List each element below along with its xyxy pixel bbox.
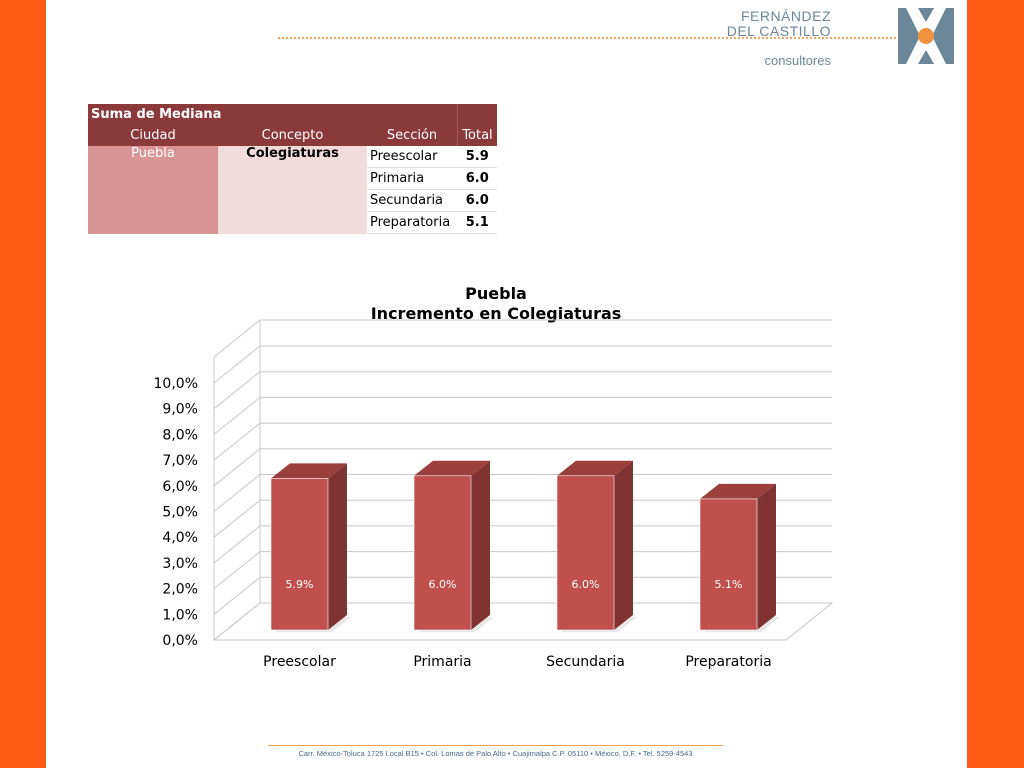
side-gridline — [213, 319, 261, 358]
side-gridline — [213, 422, 261, 461]
bar-side — [614, 460, 633, 630]
bar-data-label: 6.0% — [429, 578, 457, 591]
y-tick-label: 8,0% — [162, 427, 198, 443]
pivot-header-section: Sección — [386, 128, 438, 143]
chart-title-line1: Puebla — [465, 284, 527, 303]
table-row: Secundaria 6.0 — [88, 189, 497, 212]
side-gridline — [213, 345, 261, 384]
side-gridline — [213, 576, 261, 615]
footer-address: Carr. México-Toluca 1725 Local B15 • Col… — [298, 749, 693, 758]
pivot-header-label: Suma de Mediana — [91, 107, 222, 122]
x-tick-label: Secundaria — [546, 654, 625, 670]
bar-data-label: 5.1% — [715, 578, 743, 591]
bar — [270, 478, 329, 631]
bar-side — [328, 463, 347, 630]
bar-side — [471, 460, 490, 630]
bar — [413, 475, 472, 631]
y-tick-label: 4,0% — [162, 530, 198, 546]
footer-rule — [268, 745, 723, 746]
y-tick-label: 0,0% — [162, 633, 198, 649]
chart-floor — [212, 602, 834, 641]
side-gridline — [213, 397, 261, 435]
chart-title: Puebla Incremento en Colegiaturas — [296, 284, 696, 324]
bar — [556, 475, 615, 631]
side-gridline — [213, 525, 261, 564]
bar-top — [700, 483, 776, 499]
table-row: Primaria 6.0 — [88, 167, 497, 190]
y-tick-label: 6,0% — [162, 479, 198, 495]
logo-name-line1: FERNÁNDEZ — [740, 8, 831, 24]
pivot-cell-total: 5.1 — [457, 211, 497, 234]
x-tick-label: Preescolar — [263, 654, 336, 670]
side-gridline — [213, 448, 261, 487]
bar-top — [414, 460, 490, 476]
slide: FERNÁNDEZ DEL CASTILLO consultores Suma … — [46, 0, 967, 768]
side-gridline — [213, 499, 261, 538]
y-tick-label: 7,0% — [162, 453, 198, 469]
pivot-cell-total: 6.0 — [457, 167, 497, 190]
logo-name-line2: DEL CASTILLO — [726, 23, 831, 39]
pivot-cell-total: 5.9 — [457, 146, 497, 168]
y-tick-label: 10,0% — [154, 376, 198, 392]
logo-x-mark-icon — [898, 8, 954, 64]
pivot-header-total-spacer — [457, 104, 497, 125]
pivot-cell-city: Puebla — [88, 146, 218, 234]
y-tick-label: 2,0% — [162, 582, 198, 598]
x-tick-label: Preparatoria — [685, 654, 771, 670]
y-tick-label: 5,0% — [162, 505, 198, 521]
bar-top — [557, 460, 633, 476]
bar-data-label: 6.0% — [572, 578, 600, 591]
table-row: Puebla Colegiaturas Preescolar 5.9 — [88, 146, 497, 234]
pivot-cell-total: 6.0 — [457, 189, 497, 212]
bar-chart: 0,0% 1,0% 2,0% 3,0% 4,0% 5,0% 6,0% 7,0% 8,0% 9,0%… — [154, 319, 834, 670]
y-tick-label: 1,0% — [162, 607, 198, 623]
x-tick-label: Primaria — [413, 654, 471, 670]
logo-tagline: consultores — [764, 53, 831, 68]
side-gridline — [213, 474, 261, 512]
pivot-cell-section: Secundaria — [367, 189, 458, 212]
bar-data-label: 5.9% — [286, 578, 314, 591]
pivot-header-city: Ciudad — [130, 128, 176, 143]
y-tick-label: 3,0% — [162, 556, 198, 572]
pivot-cell-section: Preescolar — [367, 146, 458, 168]
chart-title-line2: Incremento en Colegiaturas — [370, 304, 622, 323]
bar — [699, 498, 758, 631]
y-tick-label: 9,0% — [162, 402, 198, 418]
pivot-header-top-row: Suma de Mediana — [88, 104, 497, 125]
pivot-cell-section: Primaria — [367, 167, 458, 190]
pivot-header-total: Total — [457, 125, 497, 146]
pivot-cell-concept: Colegiaturas — [218, 146, 367, 234]
bar-top — [271, 463, 347, 479]
pivot-cell-section: Preparatoria — [367, 211, 458, 234]
pivot-table: Suma de Mediana Ciudad Concepto Sección … — [88, 104, 497, 234]
side-gridline — [213, 371, 261, 410]
pivot-header-concept: Concepto — [261, 128, 324, 143]
pivot-header-row: Ciudad Concepto Sección Total — [88, 125, 497, 146]
logo-dotted-rule — [278, 37, 928, 39]
bar-side — [757, 483, 776, 630]
side-gridline — [213, 551, 261, 589]
table-row: Preparatoria 5.1 — [88, 211, 497, 234]
